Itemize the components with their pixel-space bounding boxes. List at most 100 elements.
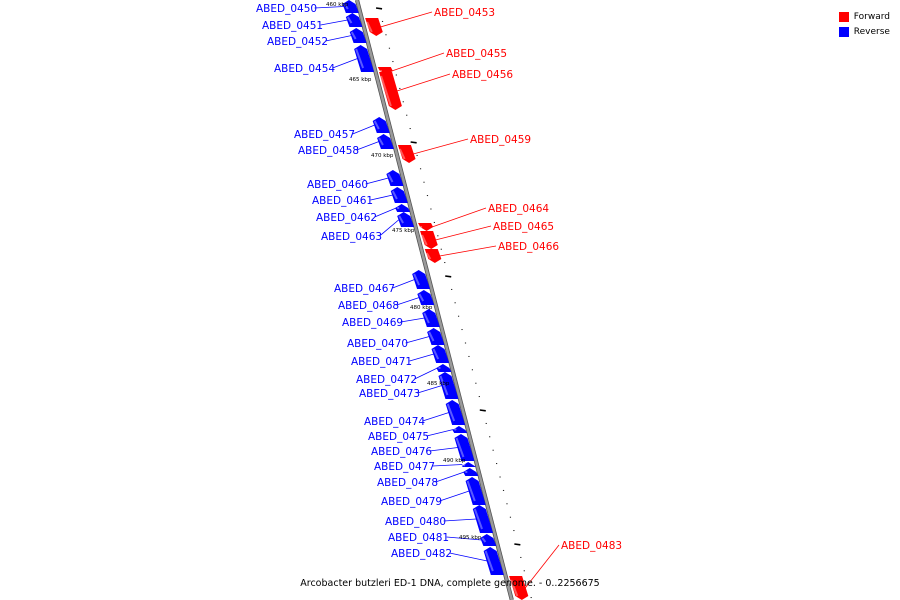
gene-feature[interactable]: [365, 18, 383, 36]
gene-arrow[interactable]: [397, 145, 416, 163]
gene-feature[interactable]: [461, 462, 476, 467]
gene-label[interactable]: ABED_0455: [446, 48, 507, 60]
gene-arrow[interactable]: [472, 505, 494, 533]
gene-label[interactable]: ABED_0450: [256, 3, 317, 15]
gene-label[interactable]: ABED_0458: [298, 145, 359, 157]
gene-feature[interactable]: [377, 134, 394, 149]
gene-label[interactable]: ABED_0477: [374, 461, 435, 473]
gene-arrow[interactable]: [445, 400, 466, 425]
gene-label[interactable]: ABED_0471: [351, 356, 412, 368]
gene-arrow[interactable]: [461, 462, 476, 467]
gene-label[interactable]: ABED_0483: [561, 540, 622, 552]
gene-arrow[interactable]: [454, 434, 475, 461]
gene-feature[interactable]: [342, 0, 359, 13]
gene-arrow[interactable]: [418, 223, 434, 231]
gene-label[interactable]: ABED_0454: [274, 63, 335, 75]
gene-label[interactable]: ABED_0478: [377, 477, 438, 489]
gene-label[interactable]: ABED_0466: [498, 241, 559, 253]
gene-arrow[interactable]: [424, 249, 442, 263]
gene-feature[interactable]: [438, 372, 459, 399]
gene-arrow[interactable]: [372, 117, 390, 133]
gene-arrow[interactable]: [422, 309, 440, 327]
gene-label[interactable]: ABED_0473: [359, 388, 420, 400]
gene-feature[interactable]: [472, 505, 494, 533]
gene-feature[interactable]: [480, 534, 497, 546]
gene-label[interactable]: ABED_0460: [307, 179, 368, 191]
gene-label[interactable]: ABED_0467: [334, 283, 395, 295]
gene-label[interactable]: ABED_0468: [338, 300, 399, 312]
gene-arrow[interactable]: [463, 468, 479, 476]
gene-feature[interactable]: [418, 223, 434, 231]
gene-arrow[interactable]: [365, 18, 383, 36]
gene-feature[interactable]: [465, 477, 486, 505]
gene-label[interactable]: ABED_0465: [493, 221, 554, 233]
gene-feature[interactable]: [463, 468, 479, 476]
gene-feature[interactable]: [390, 187, 408, 203]
gene-arrow[interactable]: [480, 534, 497, 546]
gene-feature[interactable]: [445, 400, 466, 425]
gene-label[interactable]: ABED_0464: [488, 203, 549, 215]
gene-arrow[interactable]: [379, 72, 402, 110]
gene-arrow[interactable]: [452, 426, 468, 433]
gene-feature[interactable]: [417, 290, 435, 305]
gene-feature[interactable]: [427, 328, 445, 345]
gene-feature[interactable]: [354, 45, 375, 72]
gene-label[interactable]: ABED_0451: [262, 20, 323, 32]
gene-feature[interactable]: [379, 72, 402, 110]
gene-label[interactable]: ABED_0481: [388, 532, 449, 544]
gene-label[interactable]: ABED_0453: [434, 7, 495, 19]
gene-label[interactable]: ABED_0469: [342, 317, 403, 329]
gene-label[interactable]: ABED_0456: [452, 69, 513, 81]
gene-feature[interactable]: [412, 270, 431, 289]
gene-feature[interactable]: [509, 576, 529, 600]
gene-arrow[interactable]: [342, 0, 359, 13]
gene-arrow[interactable]: [509, 576, 529, 600]
gene-feature[interactable]: [397, 212, 415, 227]
gene-feature[interactable]: [422, 309, 440, 327]
gene-feature[interactable]: [483, 547, 504, 575]
gene-arrow[interactable]: [377, 134, 394, 149]
gene-arrow[interactable]: [431, 345, 450, 363]
gene-arrow[interactable]: [417, 290, 435, 305]
gene-feature[interactable]: [420, 231, 438, 249]
gene-arrow[interactable]: [354, 45, 375, 72]
gene-label[interactable]: ABED_0479: [381, 496, 442, 508]
gene-label[interactable]: ABED_0475: [368, 431, 429, 443]
gene-label[interactable]: ABED_0482: [391, 548, 452, 560]
gene-arrow[interactable]: [412, 270, 431, 289]
gene-arrow[interactable]: [420, 231, 438, 249]
gene-arrow[interactable]: [436, 364, 452, 372]
gene-feature[interactable]: [349, 28, 367, 43]
gene-arrow[interactable]: [390, 187, 408, 203]
gene-feature[interactable]: [397, 145, 416, 163]
gene-feature[interactable]: [436, 364, 452, 372]
gene-arrow[interactable]: [427, 328, 445, 345]
gene-feature[interactable]: [424, 249, 442, 263]
gene-label[interactable]: ABED_0474: [364, 416, 425, 428]
gene-feature[interactable]: [454, 434, 475, 461]
gene-label[interactable]: ABED_0462: [316, 212, 377, 224]
gene-feature[interactable]: [395, 204, 411, 212]
gene-feature[interactable]: [372, 117, 390, 133]
gene-arrow[interactable]: [465, 477, 486, 505]
gene-label[interactable]: ABED_0470: [347, 338, 408, 350]
gene-label[interactable]: ABED_0480: [385, 516, 446, 528]
gene-label[interactable]: ABED_0459: [470, 134, 531, 146]
gene-label[interactable]: ABED_0457: [294, 129, 355, 141]
gene-label[interactable]: ABED_0472: [356, 374, 417, 386]
gene-label[interactable]: ABED_0452: [267, 36, 328, 48]
gene-label[interactable]: ABED_0461: [312, 195, 373, 207]
gene-feature[interactable]: [431, 345, 450, 363]
gene-arrow[interactable]: [483, 547, 504, 575]
gene-feature[interactable]: [345, 13, 363, 27]
gene-label[interactable]: ABED_0463: [321, 231, 382, 243]
gene-arrow[interactable]: [395, 204, 411, 212]
gene-feature[interactable]: [386, 170, 404, 186]
gene-arrow[interactable]: [438, 372, 459, 399]
gene-arrow[interactable]: [349, 28, 367, 43]
gene-feature[interactable]: [452, 426, 468, 433]
gene-arrow[interactable]: [397, 212, 415, 227]
gene-label[interactable]: ABED_0476: [371, 446, 432, 458]
